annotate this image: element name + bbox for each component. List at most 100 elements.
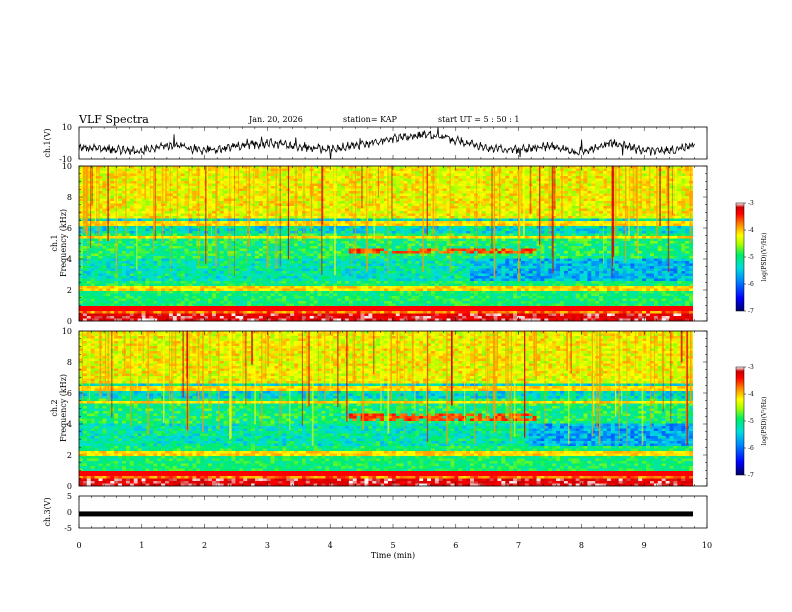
ch1-spectrogram-cell xyxy=(161,278,166,282)
ch1-spectrogram-cell xyxy=(372,291,377,294)
ch1-spectrogram-cell xyxy=(348,318,354,322)
ch1-spectrogram-cell xyxy=(110,261,115,264)
ch1-spectrogram-cell xyxy=(270,221,275,224)
ch1-spectrogram-cell xyxy=(145,196,150,199)
ch1-spectrogram-cell xyxy=(82,313,88,317)
ch1-spectrogram-cell xyxy=(321,256,326,259)
ch1-spectrogram-cell xyxy=(204,311,209,314)
ch1-spectrogram-cell xyxy=(90,173,95,177)
ch1-spectrogram-cell xyxy=(282,258,287,262)
ch1-spectrogram-cell xyxy=(301,283,307,287)
ch1-spectrogram-cell xyxy=(90,311,95,314)
ch1-spectrogram-cell xyxy=(262,223,268,227)
ch1-spectrogram-cell xyxy=(98,236,103,239)
ch1-spectrogram-cell xyxy=(258,253,264,257)
ch1-spectrogram-cell xyxy=(188,226,193,229)
ch1-spectrogram-cell xyxy=(313,183,318,187)
ch1-spectrogram-cell xyxy=(82,311,88,314)
ch1-spectrogram-cell xyxy=(258,293,264,297)
ch1-spectrogram-cell xyxy=(325,291,330,294)
ch1-spectrogram-cell xyxy=(176,283,181,287)
ch1-spectrogram-cell xyxy=(129,273,135,277)
ch1-spectrogram-cell xyxy=(344,191,350,194)
ch1-spectrogram-cell xyxy=(372,286,377,289)
ch1-spectrogram-cell xyxy=(172,253,178,257)
ch1-spectrogram-cell xyxy=(223,268,228,272)
ch1-spectrogram-cell xyxy=(309,246,314,249)
ch1-spectrogram-cell xyxy=(344,181,350,184)
ch1-spectrogram-cell xyxy=(321,186,326,189)
ch1-spectrogram-cell xyxy=(348,238,354,242)
ch1-spectrogram-cell xyxy=(262,281,268,284)
ch1-spectrogram-cell xyxy=(133,271,138,274)
ch1-spectrogram-cell xyxy=(215,256,221,259)
ch1-spectrogram-cell xyxy=(282,193,287,197)
ch1-spectrogram-cell xyxy=(215,233,221,237)
ch1-spectrogram-cell xyxy=(387,216,393,219)
ch1-spectrogram-cell xyxy=(231,231,236,234)
ch1-spectrogram-cell xyxy=(239,308,244,312)
ch1-spectrogram-cell xyxy=(196,301,201,304)
ch1-spectrogram-cell xyxy=(192,188,197,192)
ch1-spectrogram-cell xyxy=(333,281,338,284)
ch1-spectrogram-cell xyxy=(384,283,389,287)
ch1-spectrogram-cell xyxy=(172,246,178,249)
ch1-spectrogram-cell xyxy=(180,176,185,179)
ch1-spectrogram-cell xyxy=(333,313,338,317)
ch1-spectrogram-cell xyxy=(337,303,342,307)
ch1-spectrogram-cell xyxy=(387,258,393,262)
ch1-spectrogram-cell xyxy=(325,173,330,177)
ch1-spectrogram-cell xyxy=(168,221,174,224)
ch1-spectrogram-cell xyxy=(168,268,174,272)
ch1-spectrogram-cell xyxy=(337,238,342,242)
ch1-spectrogram-cell xyxy=(90,281,95,284)
ch1-spectrogram-cell xyxy=(141,311,146,314)
ch1-spectrogram-cell xyxy=(298,231,303,234)
ch1-spectrogram-cell xyxy=(258,218,264,222)
ch1-spectrogram-cell xyxy=(251,258,256,262)
ch1-spectrogram-cell xyxy=(298,213,303,217)
ch1-spectrogram-cell xyxy=(141,281,146,284)
ch1-spectrogram-cell xyxy=(356,236,361,239)
ch1-spectrogram-cell xyxy=(165,226,170,229)
ch1-spectrogram-cell xyxy=(254,263,260,267)
ch1-spectrogram-cell xyxy=(274,283,279,287)
ch1-spectrogram-cell xyxy=(235,223,240,227)
ch1-spectrogram-cell xyxy=(258,171,264,174)
ch1-spectrogram-cell xyxy=(168,181,174,184)
ch1-spectrogram-cell xyxy=(380,236,385,239)
ch1-spectrogram-cell xyxy=(384,266,389,269)
ch1-spectrogram-cell xyxy=(266,243,271,247)
ch1-spectrogram-cell xyxy=(153,266,158,269)
ch1-spectrogram-cell xyxy=(211,183,217,187)
ch1-spectrogram-cell xyxy=(352,196,357,199)
ch1-spectrogram-cell xyxy=(294,313,299,317)
ch1-ytick-top: 10 xyxy=(62,123,72,132)
ch1-spectrogram-cell xyxy=(122,268,127,272)
ch1-spectrogram-cell xyxy=(329,241,334,244)
ch1-spectrogram-cell xyxy=(211,181,217,184)
ch1-spectrogram-cell xyxy=(125,183,131,187)
ch1-spectrogram-cell xyxy=(348,218,354,222)
ch1-spectrogram-cell xyxy=(251,293,256,297)
ch1-spectrogram-cell xyxy=(321,183,326,187)
ch1-spectrogram-cell xyxy=(106,271,111,274)
ch1-spectrogram-cell xyxy=(337,241,342,244)
ch1-spectrogram-cell xyxy=(321,218,326,222)
ch1-spectrogram-cell xyxy=(231,208,236,212)
ch1-spectrogram-cell xyxy=(337,166,342,169)
ch1-spectrogram-cell xyxy=(180,253,185,257)
ch1-spectrogram-cell xyxy=(274,271,279,274)
ch1-spectrogram-cell xyxy=(192,186,197,189)
ch1-spectrogram-cell xyxy=(290,271,295,274)
ch1-spectrogram-cell xyxy=(309,261,314,264)
ch1-spectrogram-cell xyxy=(208,301,213,304)
ch1-spectrogram-cell xyxy=(278,308,283,312)
ch1-spectrogram-cell xyxy=(368,216,373,219)
ch1-spectrogram-cell xyxy=(200,218,205,222)
ch1-spectrogram-cell xyxy=(356,313,361,317)
ch1-spectrogram-cell xyxy=(387,166,393,169)
ch1-spectrogram-cell xyxy=(82,306,88,309)
ch1-spectrogram-cell xyxy=(356,171,361,174)
ch1-spectrogram-cell xyxy=(254,188,260,192)
